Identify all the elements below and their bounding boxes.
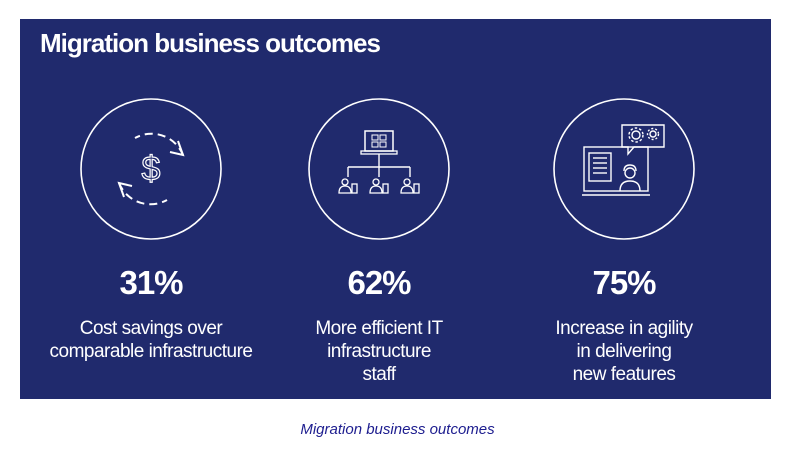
metric-description-line: in delivering [576, 341, 672, 362]
figure-caption: Migration business outcomes [300, 421, 495, 438]
metric-description-line: new features [572, 364, 676, 385]
dollar-cycle-icon: $ [80, 98, 222, 240]
panel-title: Migration business outcomes [40, 28, 381, 58]
metric-description-line: More efficient IT [315, 318, 443, 339]
metric-description: Increase in agility in delivering new fe… [504, 317, 744, 386]
metric-description-line: staff [362, 364, 396, 385]
metric-value: 75% [592, 264, 656, 301]
metric-agility: 75% Increase in agility in delivering ne… [504, 97, 744, 386]
svg-text:$: $ [142, 150, 161, 188]
agile-delivery-icon [553, 98, 695, 240]
metric-description: Cost savings over comparable infrastruct… [31, 317, 271, 363]
metric-description-line: comparable infrastructure [49, 341, 253, 362]
metric-cost-savings: $ 31% Cost savings over comparable infra… [31, 97, 271, 363]
metric-description-line: infrastructure [327, 341, 431, 362]
metric-description-line: Cost savings over [79, 318, 223, 339]
metric-value: 62% [347, 264, 411, 301]
outcomes-panel: Migration business outcomes $ 31% Cost s… [20, 19, 771, 399]
it-staff-network-icon [308, 98, 450, 240]
metric-description-line: Increase in agility [555, 318, 693, 339]
metric-description: More efficient IT infrastructure staff [259, 317, 499, 386]
metric-it-efficiency: 62% More efficient IT infrastructure sta… [259, 97, 499, 386]
metric-value: 31% [119, 264, 183, 301]
